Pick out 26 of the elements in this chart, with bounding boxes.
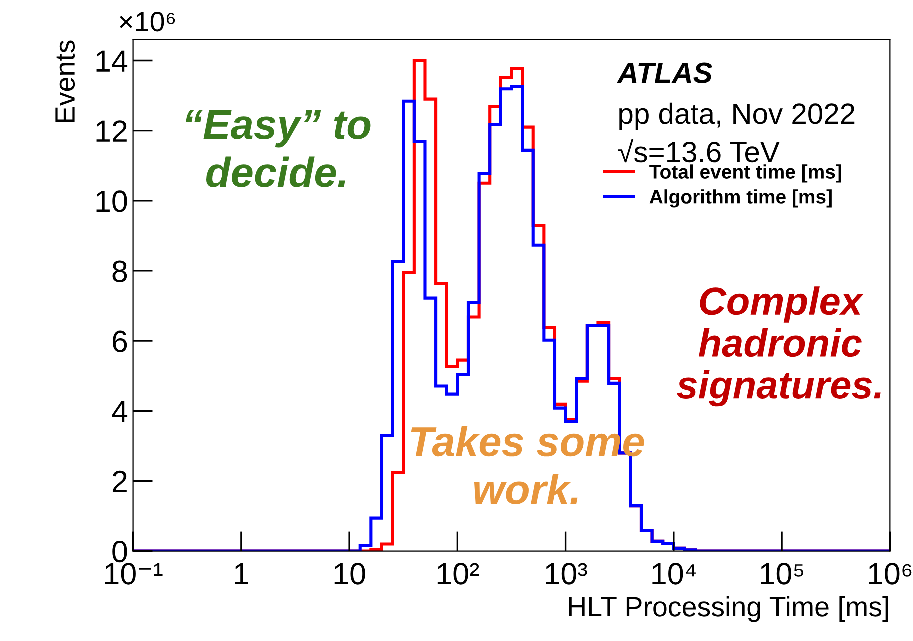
y-tick-label: 6	[112, 330, 128, 352]
y-tick-label: 2	[112, 470, 127, 492]
y-tick-label: 14	[96, 50, 128, 72]
x-axis-title: HLT Processing Time [ms]	[569, 596, 888, 622]
y-tick-label: 8	[112, 260, 128, 282]
y-tick-label: 10	[96, 190, 128, 212]
x-tick-label: 1	[235, 563, 248, 585]
x-tick-label: 10	[334, 563, 366, 585]
y-axis-title: Events	[56, 40, 76, 122]
x-tick-label: 10²	[438, 563, 480, 585]
annotation: “Easy” to decide.	[186, 110, 371, 188]
legend-label: Algorithm time [ms]	[650, 190, 832, 208]
legend-label: Total event time [ms]	[650, 164, 842, 183]
y-tick-label: 12	[96, 120, 127, 142]
x-tick-label: 10⁵	[761, 563, 804, 585]
x-tick-label: 10³	[546, 563, 588, 585]
annotation: Complex hadronic signatures.	[677, 286, 881, 407]
y-tick-label: 4	[112, 401, 128, 422]
x-tick-label: 10⁶	[869, 563, 912, 585]
x-tick-label: 10⁴	[652, 563, 696, 585]
annotation: √s=13.6 TeV	[618, 139, 780, 163]
annotation: pp data, Nov 2022	[620, 102, 855, 130]
text: ×10⁶	[120, 12, 176, 32]
y-tick-label: 0	[112, 540, 128, 563]
x-tick-label: 10⁻¹	[105, 563, 163, 585]
annotation: ATLAS	[617, 62, 712, 84]
